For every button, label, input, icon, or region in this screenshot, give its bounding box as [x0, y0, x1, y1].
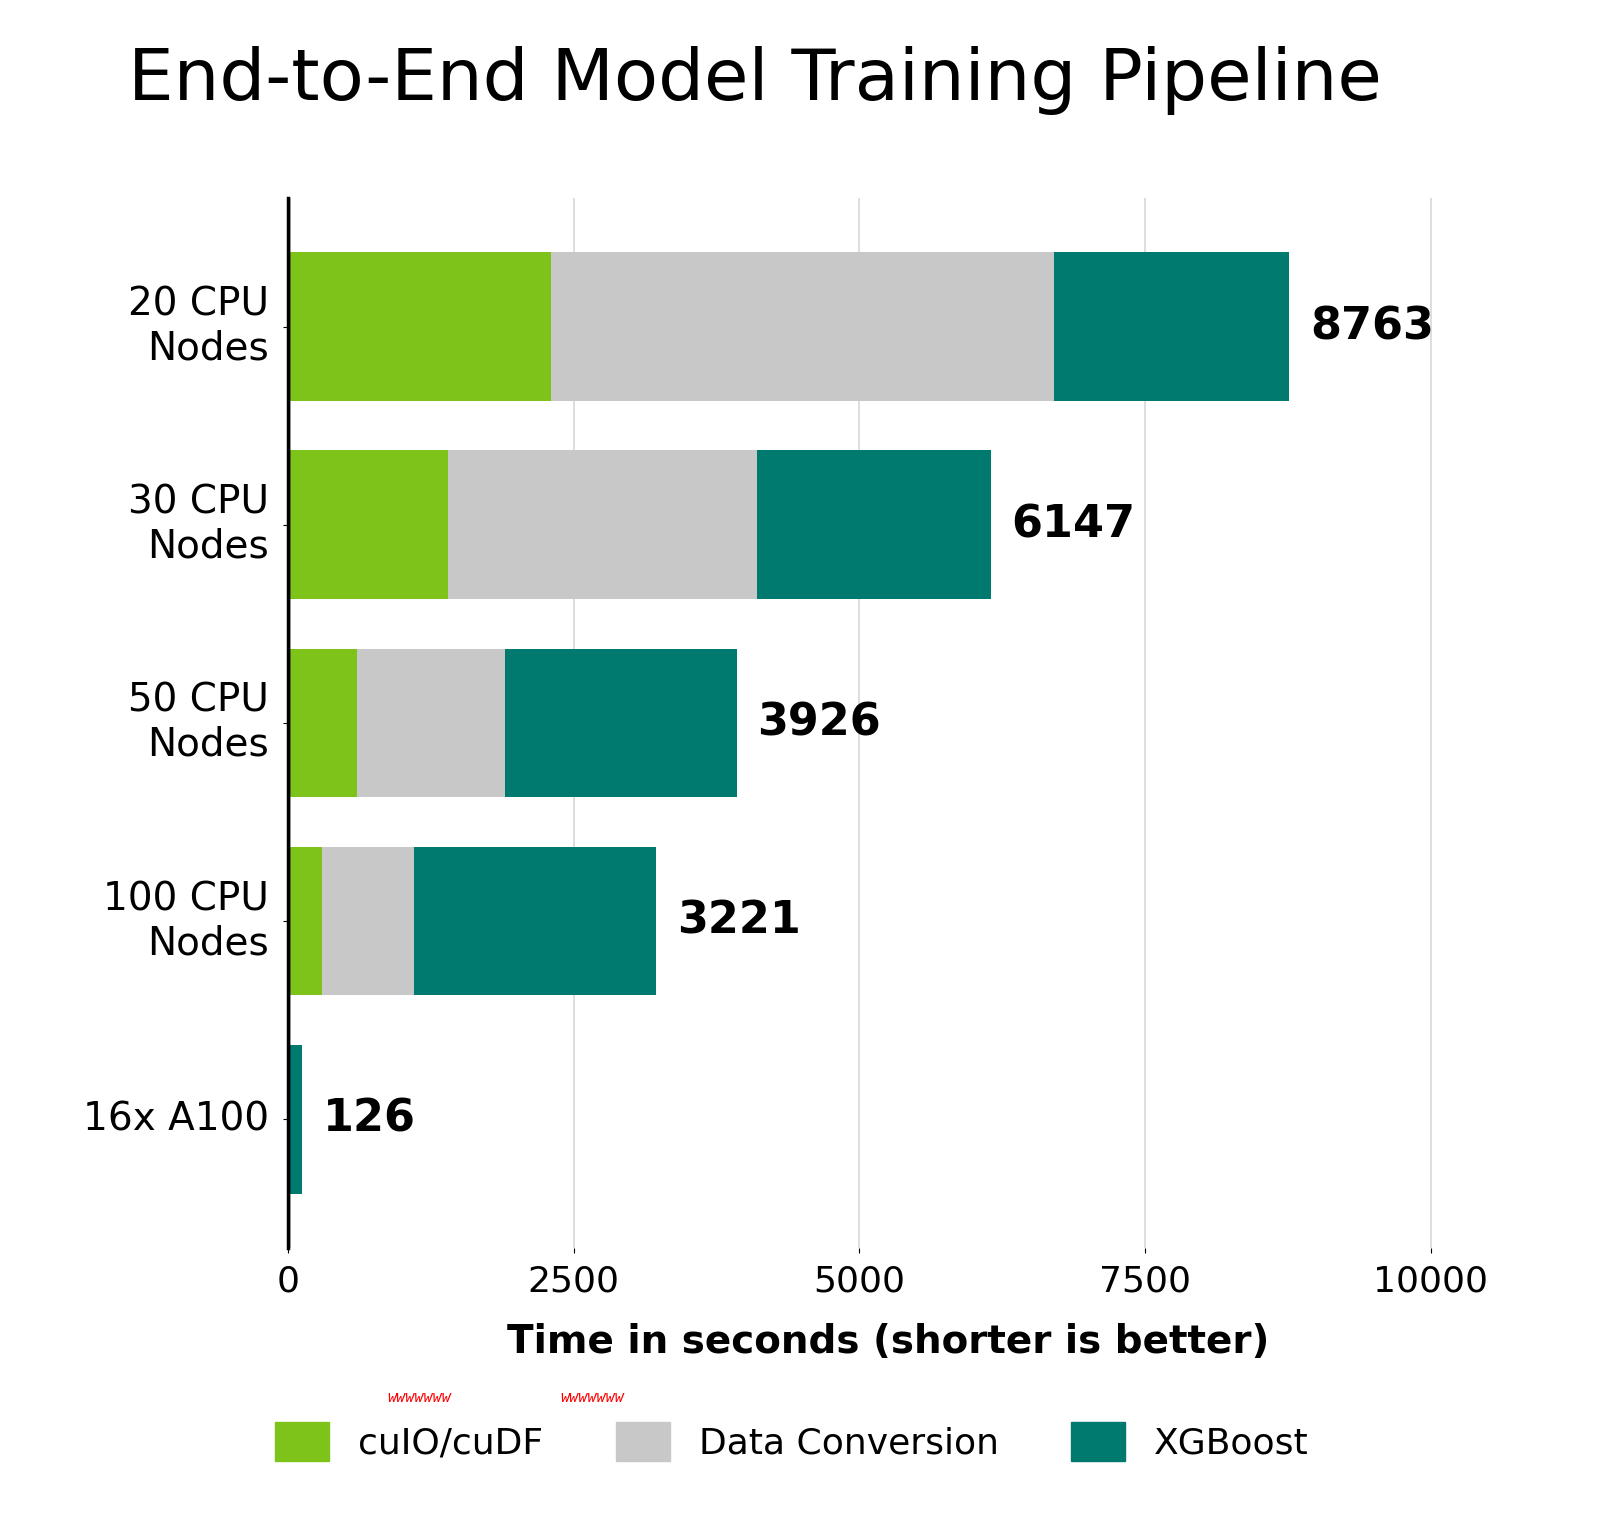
Legend: cuIO/cuDF, Data Conversion, XGBoost: cuIO/cuDF, Data Conversion, XGBoost: [275, 1422, 1309, 1461]
Text: 126: 126: [323, 1097, 416, 1142]
Text: 3221: 3221: [677, 900, 800, 942]
Text: wwwwwww: wwwwwww: [387, 1390, 451, 1405]
Bar: [414, 846, 656, 995]
Bar: [1054, 253, 1290, 400]
Text: wwwwwww: wwwwwww: [560, 1390, 624, 1405]
Bar: [448, 451, 757, 600]
Bar: [357, 648, 506, 798]
Bar: [288, 846, 322, 995]
Bar: [322, 846, 414, 995]
Bar: [757, 451, 990, 600]
Text: 6147: 6147: [1011, 504, 1134, 546]
Bar: [288, 648, 357, 798]
X-axis label: Time in seconds (shorter is better): Time in seconds (shorter is better): [507, 1323, 1269, 1361]
Text: 3926: 3926: [757, 702, 882, 744]
Bar: [288, 1046, 302, 1193]
Bar: [288, 253, 550, 400]
Text: End-to-End Model Training Pipeline: End-to-End Model Training Pipeline: [128, 46, 1382, 114]
Bar: [550, 253, 1054, 400]
Bar: [288, 451, 448, 600]
Text: 8763: 8763: [1310, 304, 1434, 349]
Bar: [506, 648, 736, 798]
